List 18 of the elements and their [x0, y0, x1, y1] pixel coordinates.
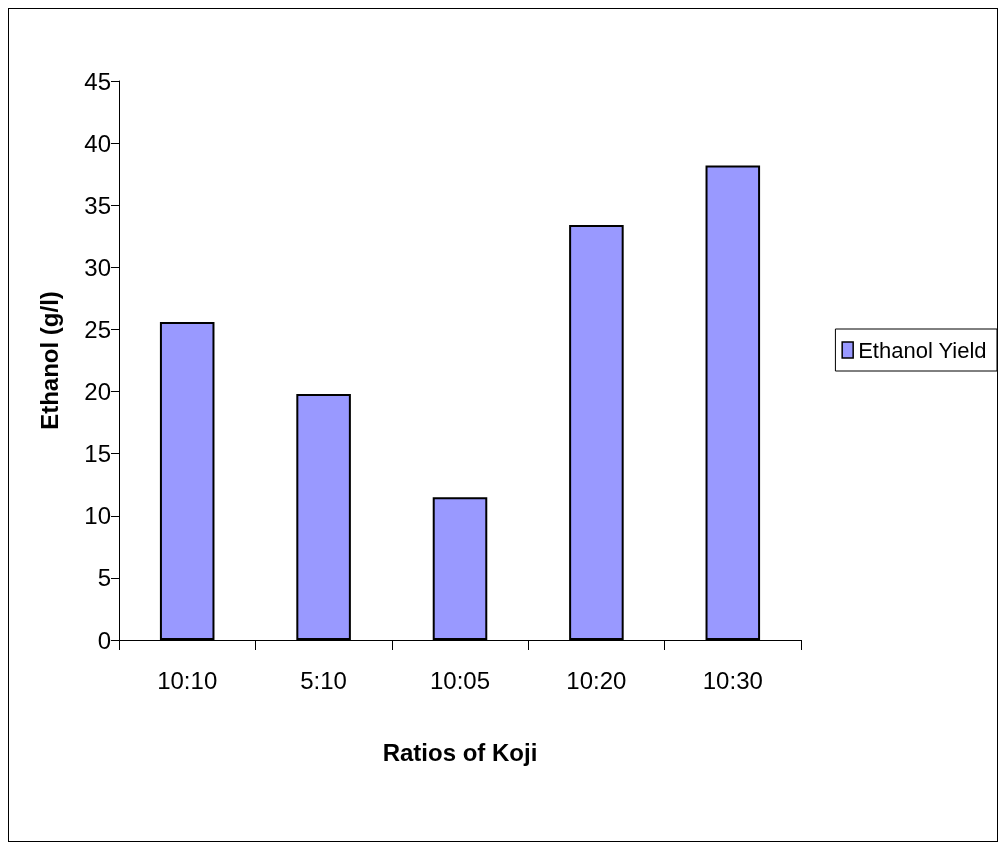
- x-tick-label: 10:20: [566, 666, 627, 694]
- y-tick-label: 30: [84, 253, 111, 281]
- y-tick-label: 10: [84, 502, 111, 530]
- y-tick-label: 35: [84, 191, 111, 219]
- y-axis-title: Ethanol (g/l): [35, 291, 63, 430]
- x-axis-title: Ratios of Koji: [382, 738, 538, 766]
- y-tick-label: 0: [97, 626, 111, 654]
- y-tick-label: 25: [84, 315, 111, 343]
- y-tick-label: 40: [84, 129, 111, 157]
- y-tick-label: 5: [97, 564, 111, 592]
- y-tick-label: 15: [84, 440, 111, 468]
- x-tick-label: 10:05: [429, 666, 491, 694]
- y-tick-label: 20: [84, 378, 111, 406]
- x-tick-label: 5:10: [300, 666, 347, 694]
- x-tick-label: 10:30: [702, 666, 763, 694]
- x-tick-label: 10:10: [157, 666, 218, 694]
- legend-label: Ethanol Yield: [858, 337, 987, 363]
- y-tick-label: 45: [84, 67, 111, 95]
